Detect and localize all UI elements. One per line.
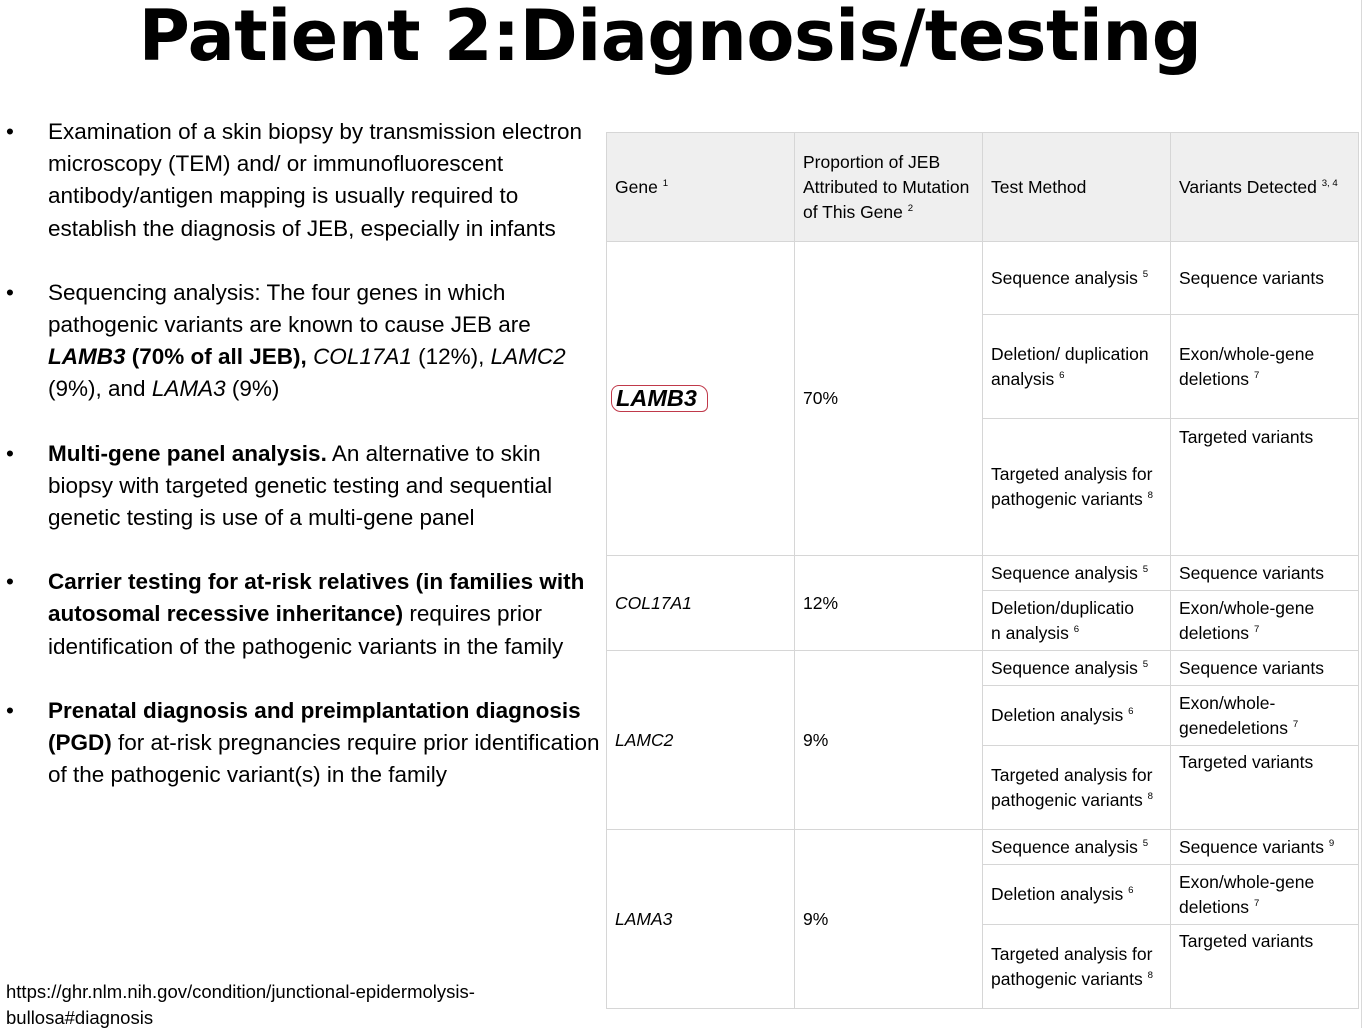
header-test-method: Test Method	[982, 132, 1171, 242]
variants-cell: Targeted variants	[1170, 924, 1359, 1009]
gene-name: COL17A1	[313, 344, 412, 370]
bullet-panel: • Multi-gene panel analysis. An alternat…	[0, 438, 600, 535]
slide-edge-divider	[1361, 0, 1362, 1028]
variants-cell: Exon/whole-genedeletions 7	[1170, 685, 1359, 746]
method-cell: Deletion analysis 6	[982, 685, 1171, 746]
table-row: COL17A1 12% Sequence analysis 5 Sequence…	[606, 555, 1359, 651]
table-row: Targeted analysis for pathogenic variant…	[607, 924, 1359, 1009]
header-proportion: Proportion of JEB Attributed to Mutation…	[794, 132, 983, 242]
bullet-heading: Multi-gene panel analysis.	[48, 440, 327, 466]
table-row: Deletion analysis 6 Exon/whole-gene dele…	[607, 864, 1359, 925]
table-row: LAMA3 9% Sequence analysis 5 Sequence va…	[606, 829, 1359, 1009]
gene-percent: (70% of all JEB),	[125, 344, 307, 370]
method-cell: Sequence analysis 5	[982, 650, 1171, 686]
header-variants: Variants Detected 3, 4	[1170, 132, 1359, 242]
gene-percent: (9%), and	[48, 376, 152, 402]
bullet-prenatal: • Prenatal diagnosis and preimplantation…	[0, 695, 600, 792]
gene-cell: LAMC2	[606, 650, 795, 830]
method-cell: Sequence analysis 5	[982, 829, 1171, 865]
method-cell: Targeted analysis for pathogenic variant…	[982, 418, 1171, 556]
variants-cell: Exon/whole-gene deletions 7	[1170, 314, 1359, 419]
gene-percent: (9%)	[225, 376, 280, 402]
variants-cell: Targeted variants	[1170, 745, 1359, 830]
bullet-dot: •	[6, 440, 14, 466]
table-row: LAMB3 70% Sequence analysis 5 Sequence v…	[606, 241, 1359, 556]
gene-percent: (12%),	[411, 344, 491, 370]
bullet-dot: •	[6, 697, 14, 723]
source-url: https://ghr.nlm.nih.gov/condition/juncti…	[6, 981, 475, 1028]
gene-cell: LAMB3	[606, 241, 795, 556]
gene-name: LAMC2	[490, 344, 566, 370]
bullet-text: requires prior identification of the pat…	[48, 601, 564, 659]
proportion-cell: 9%	[794, 650, 983, 830]
bullet-dot: •	[6, 569, 14, 595]
variants-cell: Targeted variants	[1170, 418, 1359, 556]
bullet-heading: Prenatal diagnosis and preimplantation d…	[48, 697, 581, 756]
variants-cell: Exon/whole-gene deletions 7	[1170, 864, 1359, 925]
bullet-carrier: • Carrier testing for at-risk relatives …	[0, 566, 600, 663]
variants-cell: Sequence variants	[1170, 650, 1359, 686]
proportion-cell: 12%	[794, 555, 983, 651]
bullet-text: Examination of a skin biopsy by transmis…	[48, 119, 583, 241]
variants-cell: Exon/whole-gene deletions 7	[1170, 590, 1359, 651]
bullet-sequencing: • Sequencing analysis: The four genes in…	[0, 277, 600, 406]
table-header-row: Gene 1 Proportion of JEB Attributed to M…	[606, 132, 1359, 242]
method-cell: Targeted analysis for pathogenic variant…	[982, 745, 1171, 830]
bullet-dot: •	[6, 279, 14, 305]
method-cell: Deletion/ duplication analysis 6	[982, 314, 1171, 419]
header-gene: Gene 1	[606, 132, 795, 242]
method-cell: Targeted analysis for pathogenic variant…	[982, 924, 1171, 1009]
method-cell: Deletion analysis 6	[982, 864, 1171, 925]
bullet-text: Sequencing analysis: The four genes in w…	[48, 279, 531, 338]
bullet-biopsy: • Examination of a skin biopsy by transm…	[0, 116, 600, 245]
gene-cell: LAMA3	[606, 829, 795, 1009]
proportion-cell: 70%	[794, 241, 983, 556]
gene-table: Gene 1 Proportion of JEB Attributed to M…	[606, 132, 1359, 1009]
gene-cell: COL17A1	[606, 555, 795, 651]
table-row: Deletion analysis 6 Exon/whole-genedelet…	[607, 685, 1359, 746]
bullet-heading: Carrier testing for at-risk relatives (i…	[48, 569, 585, 627]
table-row: Targeted analysis for pathogenic variant…	[607, 418, 1359, 556]
table-row: Targeted analysis for pathogenic variant…	[607, 745, 1359, 830]
gene-name: LAMB3	[48, 344, 126, 370]
proportion-cell: 9%	[794, 829, 983, 1009]
variants-cell: Sequence variants 9	[1170, 829, 1359, 865]
table-row: Deletion/ duplication analysis 6 Exon/wh…	[607, 314, 1359, 419]
variants-cell: Sequence variants	[1170, 555, 1359, 591]
gene-name: LAMA3	[151, 376, 226, 402]
slide-title: Patient 2:Diagnosis/testing	[138, 0, 1202, 77]
method-cell: Sequence analysis 5	[982, 555, 1171, 591]
bullet-text: An alternative to skin biopsy with targe…	[48, 440, 553, 531]
gene-name-circled: LAMB3	[611, 384, 708, 412]
table-row: Deletion/duplicatio n analysis 6 Exon/who…	[607, 590, 1359, 651]
bullet-dot: •	[6, 119, 14, 144]
method-cell: Sequence analysis 5	[982, 241, 1171, 315]
variants-cell: Sequence variants	[1170, 241, 1359, 315]
method-cell: Deletion/duplicatio n analysis 6	[982, 590, 1171, 651]
table-row: LAMC2 9% Sequence analysis 5 Sequence va…	[606, 650, 1359, 830]
bullet-list: • Examination of a skin biopsy by transm…	[0, 116, 600, 791]
bullet-text: for at-risk pregnancies require prior id…	[48, 730, 600, 788]
